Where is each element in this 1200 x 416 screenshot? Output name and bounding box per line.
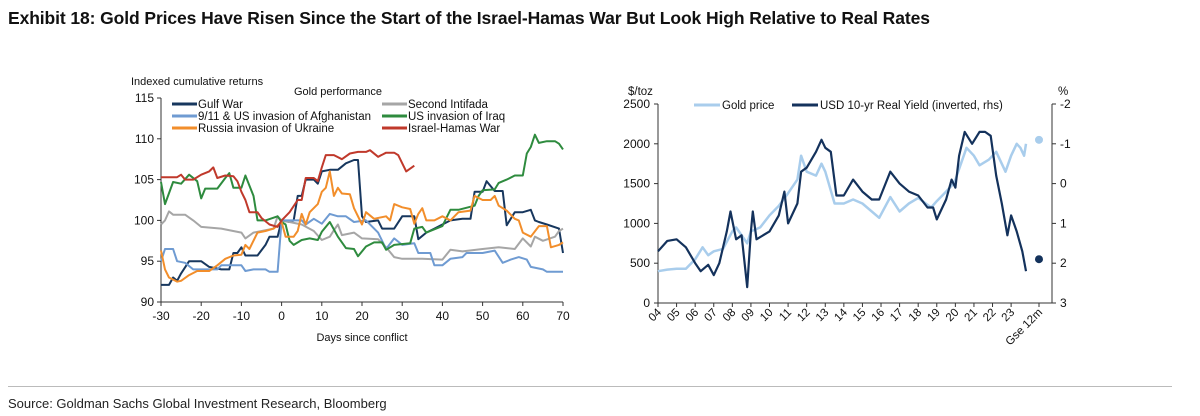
- legend-label: Second Intifada: [408, 99, 489, 111]
- y-tick-label: 95: [141, 254, 155, 268]
- x-tick-label: 20: [355, 309, 369, 323]
- x-tick-label: 14: [832, 306, 850, 324]
- y-tick-label: 105: [134, 173, 154, 187]
- legend-label: Gulf War: [198, 99, 243, 111]
- chart-title: Gold performance: [294, 86, 382, 98]
- x-tick-label: 19: [925, 307, 943, 325]
- y-tick-label: 90: [141, 295, 155, 309]
- x-tick-label: -20: [193, 309, 211, 323]
- y2-tick-label: 0: [1060, 177, 1067, 191]
- x-tick-label: 11: [777, 307, 794, 324]
- forecast-point-gold-price: [1034, 135, 1043, 144]
- exhibit-title: Exhibit 18: Gold Prices Have Risen Since…: [8, 8, 930, 28]
- legend-label: USD 10-yr Real Yield (inverted, rhs): [820, 100, 1003, 112]
- x-tick-label: 60: [516, 309, 530, 323]
- y-axis-label: $/toz: [628, 86, 653, 98]
- x-tick-label: 40: [436, 309, 450, 323]
- y-tick-label: 2000: [623, 137, 650, 151]
- y-tick-label: 2500: [623, 97, 650, 111]
- series-line-second-intifada: [160, 210, 564, 261]
- legend-label: 9/11 & US invasion of Afghanistan: [198, 111, 371, 123]
- y-tick-label: 115: [135, 91, 154, 105]
- x-tick-label: 50: [476, 309, 490, 323]
- source-note: Source: Goldman Sachs Global Investment …: [8, 396, 387, 411]
- y-tick-label: 500: [630, 256, 650, 270]
- legend-label: Russia invasion of Ukraine: [198, 123, 334, 135]
- x-tick-label: 17: [888, 307, 906, 325]
- x-tick-label: 07: [702, 307, 720, 325]
- series-line-us-invasion-of-iraq: [160, 133, 564, 258]
- x-axis-label: Days since conflict: [316, 332, 407, 344]
- y2-tick-label: -1: [1060, 137, 1071, 151]
- x-tick-label: 0: [278, 309, 285, 323]
- legend-label: Gold price: [722, 100, 774, 112]
- y2-axis-label: %: [1058, 86, 1068, 98]
- x-tick-label: 08: [721, 307, 739, 325]
- x-tick-label: -10: [233, 309, 251, 323]
- x-tick-label: 05: [665, 307, 683, 325]
- x-tick-label: 30: [396, 309, 410, 323]
- y2-tick-label: 3: [1060, 296, 1067, 310]
- y2-tick-label: -2: [1060, 97, 1071, 111]
- x-tick-label: 10: [758, 307, 776, 325]
- y-axis-label: Indexed cumulative returns: [131, 76, 264, 88]
- x-tick-label: 10: [315, 309, 329, 323]
- series-line-usd-10-yr-real-yield-inverted-rhs-: [657, 130, 1028, 289]
- x-tick-label: 09: [740, 307, 758, 325]
- x-tick-label: 18: [907, 307, 925, 325]
- y-tick-label: 110: [135, 132, 154, 146]
- x-tick-label: 21: [963, 307, 981, 325]
- x-tick-label: 12: [795, 307, 813, 325]
- x-tick-label: 20: [944, 307, 962, 325]
- y-tick-label: 0: [643, 296, 650, 310]
- y-tick-label: 100: [134, 213, 154, 227]
- legend-label: US invasion of Iraq: [408, 111, 505, 123]
- legend-label: Israel-Hamas War: [408, 123, 500, 135]
- y2-tick-label: 2: [1060, 256, 1067, 270]
- forecast-point-usd-10-yr-real-yield-inverted-rhs-: [1034, 255, 1043, 264]
- x-tick-label: 06: [684, 307, 702, 325]
- y2-tick-label: 1: [1060, 216, 1067, 230]
- series-line-israel-hamas-war: [161, 149, 415, 228]
- series-line-gold-price: [657, 142, 1028, 273]
- x-tick-label: 22: [981, 307, 999, 325]
- series-line-russia-invasion-of-ukraine: [160, 170, 564, 283]
- divider: [8, 386, 1172, 387]
- x-tick-label: 15: [851, 307, 869, 325]
- x-tick-label: 23: [1000, 307, 1018, 325]
- y-tick-label: 1000: [623, 216, 650, 230]
- x-tick-label: 13: [814, 307, 832, 325]
- y-tick-label: 1500: [623, 177, 650, 191]
- x-tick-label: 70: [556, 309, 570, 323]
- x-tick-label: 16: [870, 307, 888, 325]
- x-tick-label: -30: [152, 309, 170, 323]
- gold-performance-chart: 90 95 100 105 110 115 -30 -20 -10 0 10 20 30 40 50 60 70…: [131, 76, 570, 344]
